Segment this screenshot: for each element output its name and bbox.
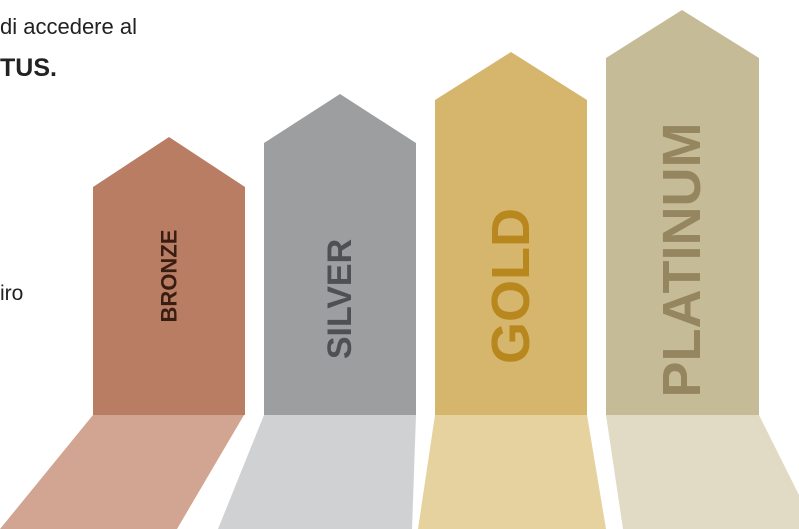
tier-platinum-arrow	[606, 10, 759, 415]
tier-gold-label: GOLD	[481, 208, 541, 364]
tier-silver: SILVER	[218, 94, 416, 529]
tier-gold-arrow	[435, 52, 587, 415]
intro-text-line-2: TUS.	[0, 54, 57, 82]
tier-bronze-floor	[0, 415, 244, 529]
tier-gold: GOLD	[418, 52, 606, 529]
tier-platinum: PLATINUM	[606, 10, 799, 529]
tier-silver-arrow	[264, 94, 416, 415]
intro-text-line-1: di accedere al	[0, 14, 137, 39]
side-text-fragment: iro	[0, 282, 24, 305]
tier-platinum-floor	[606, 415, 799, 529]
tier-platinum-label: PLATINUM	[652, 123, 712, 398]
tier-gold-floor	[418, 415, 606, 529]
tier-bronze: BRONZE	[0, 137, 245, 529]
tier-bronze-arrow	[93, 137, 245, 415]
tier-silver-label: SILVER	[321, 239, 359, 359]
tier-silver-floor	[218, 415, 416, 529]
tier-bronze-label: BRONZE	[157, 230, 182, 323]
